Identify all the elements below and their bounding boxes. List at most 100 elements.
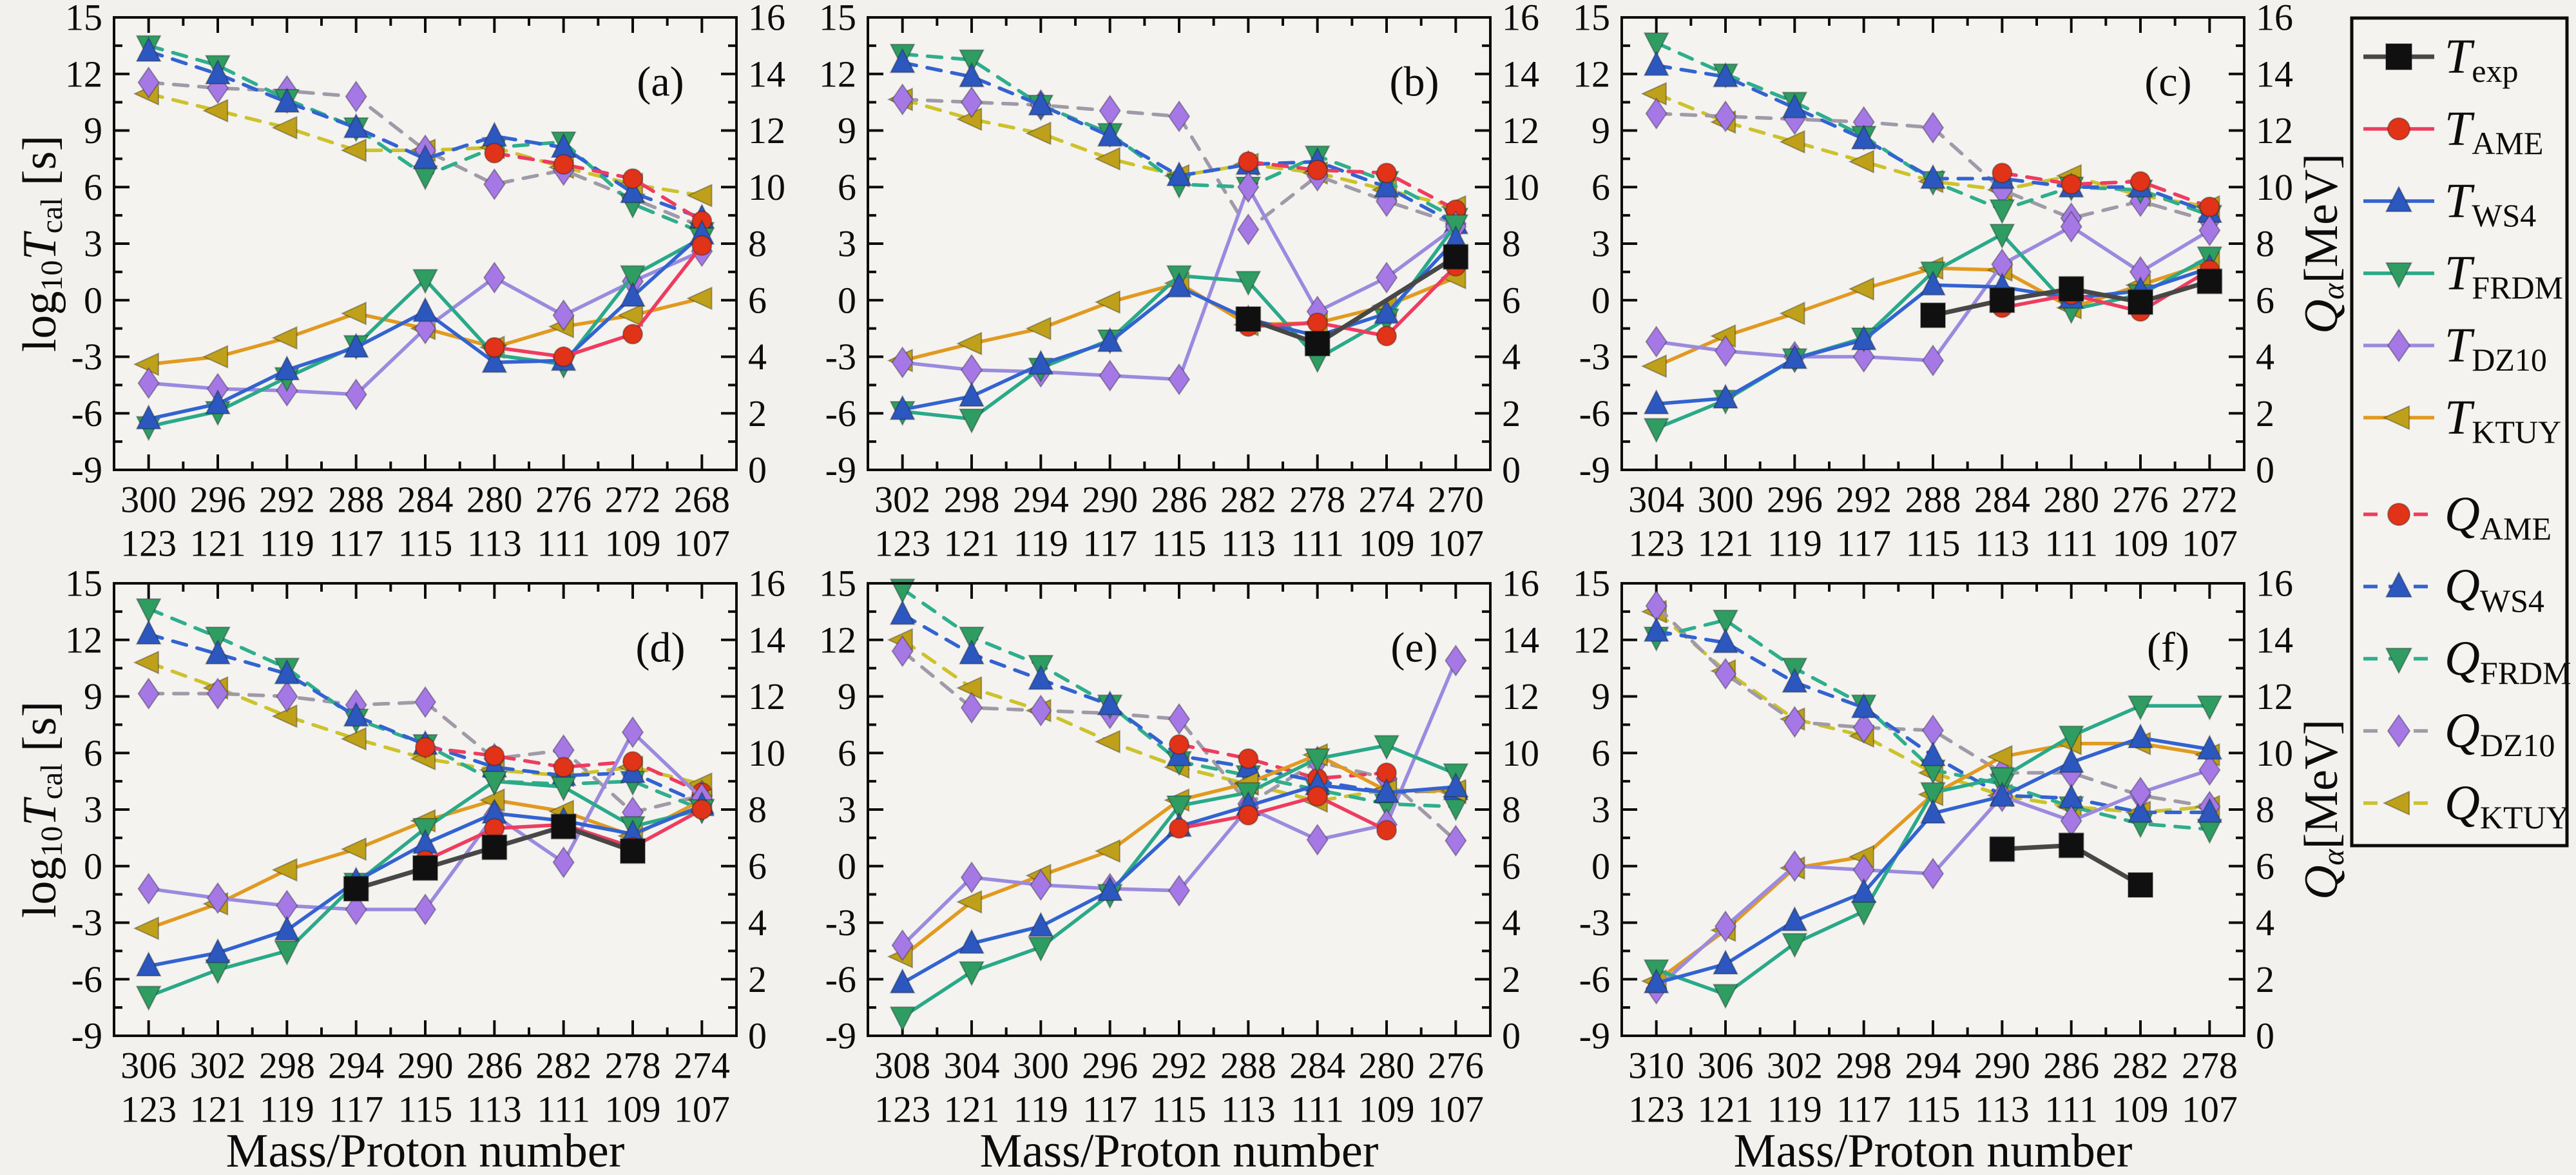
triangle-down-marker-icon bbox=[135, 986, 162, 1011]
tick-label: -6 bbox=[72, 393, 102, 434]
plot-border bbox=[867, 582, 1492, 1037]
diamond-marker-icon bbox=[1645, 97, 1668, 130]
tick-label: 0 bbox=[2256, 449, 2274, 491]
tick-label: 15 bbox=[819, 0, 856, 39]
proton-tick-label: 123 bbox=[874, 523, 930, 565]
panel-letter: (b) bbox=[1390, 59, 1439, 106]
proton-tick-label: 121 bbox=[944, 1089, 1000, 1131]
tick-label: 0 bbox=[1591, 279, 1610, 321]
mass-tick-label: 282 bbox=[1220, 479, 1276, 521]
mass-tick-label: 282 bbox=[2113, 1045, 2169, 1087]
diamond-marker-icon bbox=[1375, 261, 1398, 294]
mass-tick-label: 290 bbox=[1974, 1045, 2030, 1087]
triangle-down-marker-icon bbox=[1304, 748, 1331, 774]
diamond-marker-icon bbox=[206, 882, 229, 915]
tick-label: 6 bbox=[748, 845, 767, 887]
proton-tick-label: 123 bbox=[1628, 1089, 1684, 1131]
triangle-down-marker-icon bbox=[2127, 695, 2154, 721]
legend-label: QWS4 bbox=[2445, 559, 2544, 619]
series-T_AME-line bbox=[492, 244, 704, 359]
circle-marker-icon bbox=[415, 737, 436, 758]
triangle-up-marker-icon bbox=[1850, 877, 1877, 903]
series-T_exp bbox=[343, 813, 646, 902]
legend-label: QKTUY bbox=[2445, 776, 2570, 835]
tick-label: 16 bbox=[2256, 0, 2293, 39]
triangle-up-marker-icon bbox=[2385, 185, 2413, 213]
diamond-marker-icon bbox=[552, 299, 575, 332]
diamond-marker-icon bbox=[1306, 823, 1329, 856]
triangle-down-marker-icon bbox=[958, 961, 985, 987]
triangle-up-marker-icon bbox=[1643, 50, 1669, 76]
tick-label: 0 bbox=[84, 845, 102, 887]
mass-tick-label: 286 bbox=[1151, 479, 1207, 521]
triangle-up-marker-icon bbox=[1028, 911, 1054, 937]
circle-marker-icon bbox=[691, 799, 713, 820]
tick-label: 12 bbox=[65, 53, 102, 95]
square-marker-icon bbox=[2128, 872, 2153, 898]
tick-label: 6 bbox=[838, 166, 856, 208]
panel-letter: (e) bbox=[1390, 625, 1437, 672]
triangle-up-marker-icon bbox=[1919, 270, 1946, 296]
triangle-left-marker-icon bbox=[271, 858, 298, 882]
tick-label: 6 bbox=[1502, 279, 1521, 321]
legend-item-Q_KTUY: QKTUY bbox=[2363, 776, 2570, 835]
triangle-up-marker-icon bbox=[274, 354, 300, 381]
triangle-down-marker-icon bbox=[1166, 795, 1193, 821]
proton-tick-label: 117 bbox=[1082, 523, 1137, 565]
diamond-marker-icon bbox=[960, 861, 983, 894]
triangle-up-marker-icon bbox=[1712, 383, 1739, 409]
tick-label: 12 bbox=[819, 619, 856, 661]
series-Q_DZ10-line bbox=[1654, 604, 2212, 809]
triangle-left-marker-icon bbox=[686, 184, 713, 208]
triangle-left-marker-icon bbox=[1779, 301, 1805, 325]
triangle-up-marker-icon bbox=[2058, 747, 2084, 773]
diamond-marker-icon bbox=[345, 893, 367, 926]
right-axis-title: Qα[MeV] bbox=[2295, 719, 2350, 900]
diamond-marker-icon bbox=[345, 80, 367, 113]
triangle-down-marker-icon bbox=[412, 269, 439, 295]
proton-tick-label: 111 bbox=[2044, 523, 2098, 565]
diamond-marker-icon bbox=[345, 378, 367, 411]
triangle-left-marker-icon bbox=[2382, 790, 2410, 816]
diamond-marker-icon bbox=[137, 66, 160, 99]
mass-tick-label: 304 bbox=[1628, 479, 1684, 521]
triangle-up-marker-icon bbox=[2385, 570, 2413, 598]
mass-tick-label: 292 bbox=[1836, 479, 1892, 521]
triangle-up-marker-icon bbox=[1028, 665, 1054, 690]
mass-tick-label: 286 bbox=[466, 1045, 523, 1087]
proton-tick-label: 123 bbox=[120, 523, 177, 565]
tick-label: 4 bbox=[1502, 902, 1521, 944]
circle-marker-icon bbox=[553, 757, 574, 778]
triangle-down-marker-icon bbox=[2058, 725, 2084, 751]
series-Q_AME-line bbox=[1246, 160, 1458, 212]
square-marker-icon bbox=[412, 855, 438, 881]
triangle-down-marker-icon bbox=[619, 265, 646, 291]
tick-label: 4 bbox=[2256, 902, 2274, 944]
triangle-up-marker-icon bbox=[204, 639, 231, 665]
triangle-left-marker-icon bbox=[340, 301, 367, 325]
triangle-up-marker-icon bbox=[481, 347, 508, 373]
triangle-down-marker-icon bbox=[550, 776, 577, 802]
tick-label: -6 bbox=[1579, 393, 1610, 434]
tick-label: 2 bbox=[1502, 958, 1521, 1000]
series-Q_WS4 bbox=[135, 36, 715, 229]
legend-label: TWS4 bbox=[2445, 174, 2536, 233]
mass-tick-label: 278 bbox=[1289, 479, 1345, 521]
diamond-marker-icon bbox=[2198, 753, 2221, 786]
proton-tick-label: 107 bbox=[1428, 523, 1484, 565]
triangle-left-marker-icon bbox=[1640, 354, 1667, 378]
legend-item-T_WS4: TWS4 bbox=[2363, 174, 2536, 233]
proton-tick-label: 113 bbox=[467, 523, 522, 565]
tick-label: 10 bbox=[2256, 166, 2293, 208]
proton-tick-label: 119 bbox=[260, 1089, 314, 1131]
diamond-marker-icon bbox=[891, 83, 914, 116]
tick-label: 15 bbox=[1573, 563, 1610, 605]
tick-label: 14 bbox=[2256, 53, 2293, 95]
diamond-marker-icon bbox=[1445, 824, 1467, 857]
tick-label: 0 bbox=[1591, 845, 1610, 887]
triangle-up-marker-icon bbox=[1028, 90, 1054, 116]
triangle-up-marker-icon bbox=[1850, 693, 1877, 719]
proton-tick-label: 121 bbox=[1698, 523, 1754, 565]
panel-b: -9 -6 -3 0 3 6 9 12 15 0 2 4 6 8 10 12 14 16 302 298 294 290 2… bbox=[819, 0, 1539, 565]
tick-label: 2 bbox=[748, 958, 767, 1000]
